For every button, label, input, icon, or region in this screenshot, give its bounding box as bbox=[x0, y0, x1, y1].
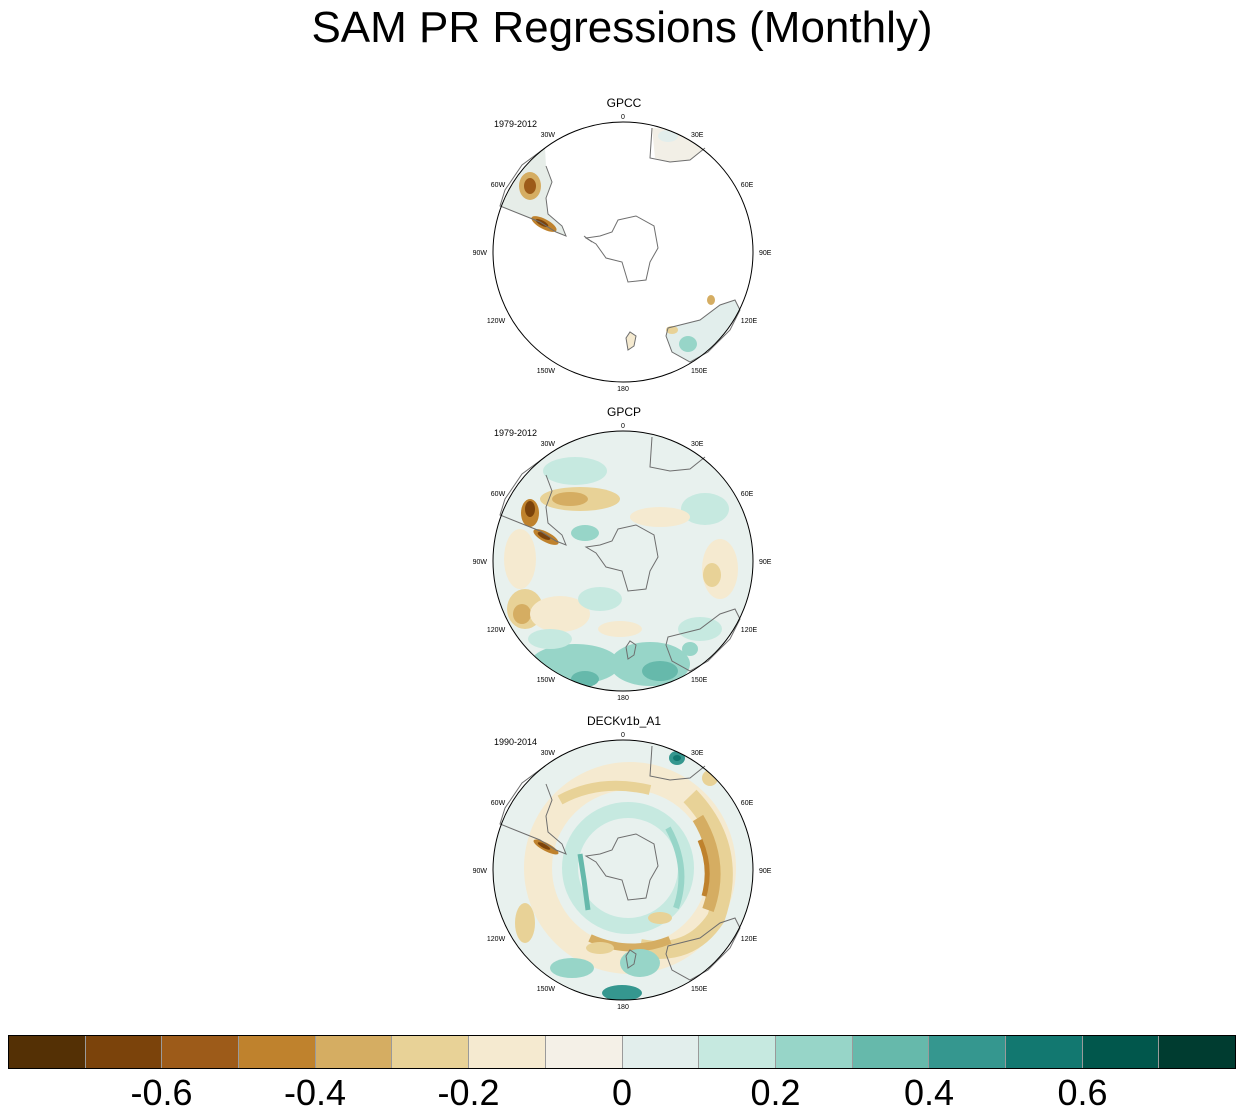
longitude-label: 60W bbox=[491, 182, 506, 189]
colorbar-swatch bbox=[929, 1036, 1006, 1068]
longitude-label: 60E bbox=[741, 182, 754, 189]
longitude-label: 60E bbox=[741, 800, 754, 807]
colorbar-swatch bbox=[469, 1036, 546, 1068]
longitude-label: 0 bbox=[621, 114, 625, 121]
longitude-label: 150E bbox=[691, 677, 708, 684]
longitude-label: 90W bbox=[473, 559, 488, 566]
polar-map: 0 30E 60E 90E 120E 150E 180 150W 120W 90W 60W 30W bbox=[473, 114, 772, 393]
map-boundary bbox=[492, 739, 754, 1001]
longitude-label: 0 bbox=[621, 732, 625, 739]
map-panel-gpcp: GPCP 1979-2012 bbox=[0, 405, 1244, 705]
colorbar-swatch bbox=[9, 1036, 86, 1068]
colorbar-swatch bbox=[162, 1036, 240, 1068]
longitude-label: 180 bbox=[617, 386, 629, 393]
longitude-label: 30E bbox=[691, 750, 704, 757]
longitude-labels: 0 30E 60E 90E 120E 150E 180 150W 120W 90W 60W 30W bbox=[473, 732, 772, 1011]
colorbar-tick-label: 0.4 bbox=[903, 1072, 955, 1113]
precip-field bbox=[515, 751, 736, 1000]
longitude-label: 30W bbox=[541, 441, 556, 448]
map-panel-deckv1b-a1: DECKv1b_A1 1990-2014 bbox=[0, 714, 1244, 1014]
colorbar-swatch bbox=[239, 1036, 316, 1068]
longitude-label: 120E bbox=[741, 318, 758, 325]
longitude-label: 150E bbox=[691, 986, 708, 993]
longitude-label: 120E bbox=[741, 627, 758, 634]
longitude-label: 30W bbox=[541, 750, 556, 757]
longitude-label: 180 bbox=[617, 695, 629, 702]
longitude-label: 120E bbox=[741, 936, 758, 943]
colorbar-swatch bbox=[85, 1036, 163, 1068]
longitude-label: 90E bbox=[759, 250, 772, 257]
longitude-label: 30E bbox=[691, 132, 704, 139]
colorbar-tick-label: 0 bbox=[611, 1072, 633, 1113]
colorbar-tick-label: -0.4 bbox=[283, 1072, 347, 1113]
map-disc bbox=[493, 122, 753, 382]
longitude-labels: 0 30E 60E 90E 120E 150E 180 150W 120W 90W 60W 30W bbox=[473, 114, 772, 393]
longitude-label: 60W bbox=[491, 491, 506, 498]
longitude-label: 0 bbox=[621, 423, 625, 430]
panel-title: DECKv1b_A1 bbox=[586, 714, 662, 728]
longitude-label: 150W bbox=[537, 368, 556, 375]
panel-title: GPCC bbox=[606, 96, 642, 110]
polar-map: 0 30E 60E 90E 120E 150E 180 150W 120W 90W 60W 30W bbox=[473, 732, 772, 1011]
map-boundary bbox=[492, 430, 754, 692]
colorbar-swatch bbox=[622, 1036, 700, 1068]
longitude-label: 90W bbox=[473, 250, 488, 257]
longitude-label: 150W bbox=[537, 677, 556, 684]
colorbar-swatch bbox=[315, 1036, 393, 1068]
longitude-label: 120W bbox=[487, 627, 506, 634]
colorbar-tick-label: 0.2 bbox=[750, 1072, 801, 1113]
longitude-label: 90E bbox=[759, 559, 772, 566]
colorbar-swatch bbox=[852, 1036, 930, 1068]
colorbar-tick-label: -0.2 bbox=[437, 1072, 500, 1113]
precip-field bbox=[504, 457, 738, 687]
longitude-label: 90W bbox=[473, 868, 488, 875]
colorbar-swatch bbox=[392, 1036, 470, 1068]
longitude-label: 60E bbox=[741, 491, 754, 498]
longitude-label: 180 bbox=[617, 1004, 629, 1011]
longitude-labels: 0 30E 60E 90E 120E 150E 180 150W 120W 90W 60W 30W bbox=[473, 423, 772, 702]
panel-title: GPCP bbox=[606, 405, 641, 419]
panel-period: 1990-2014 bbox=[494, 737, 538, 747]
colorbar-swatch bbox=[545, 1036, 623, 1068]
polar-map: 0 30E 60E 90E 120E 150E 180 150W 120W 90W 60W 30W bbox=[473, 423, 772, 702]
figure-title: SAM PR Regressions (Monthly) bbox=[311, 3, 933, 52]
colorbar-swatch bbox=[775, 1036, 853, 1068]
colorbar-swatch bbox=[1005, 1036, 1083, 1068]
map-boundary bbox=[492, 121, 754, 383]
colorbar-tick-label: 0.6 bbox=[1057, 1072, 1108, 1113]
coastlines bbox=[499, 745, 741, 981]
colorbar-swatch bbox=[1082, 1036, 1160, 1068]
panel-period: 1979-2012 bbox=[494, 428, 538, 438]
coastlines bbox=[499, 127, 741, 363]
colorbar-swatch bbox=[1159, 1036, 1235, 1068]
colorbar-tick-label: -0.6 bbox=[130, 1072, 193, 1113]
longitude-label: 90E bbox=[759, 868, 772, 875]
longitude-label: 120W bbox=[487, 318, 506, 325]
map-panel-gpcc: GPCC 1979-2012 bbox=[0, 96, 1244, 396]
longitude-label: 60W bbox=[491, 800, 506, 807]
coastlines bbox=[499, 436, 741, 672]
colorbar-swatch bbox=[699, 1036, 776, 1068]
panel-period: 1979-2012 bbox=[494, 119, 538, 129]
longitude-label: 150E bbox=[691, 368, 708, 375]
longitude-label: 150W bbox=[537, 986, 556, 993]
colorbar bbox=[8, 1035, 1236, 1069]
longitude-label: 30W bbox=[541, 132, 556, 139]
longitude-label: 30E bbox=[691, 441, 704, 448]
longitude-label: 120W bbox=[487, 936, 506, 943]
